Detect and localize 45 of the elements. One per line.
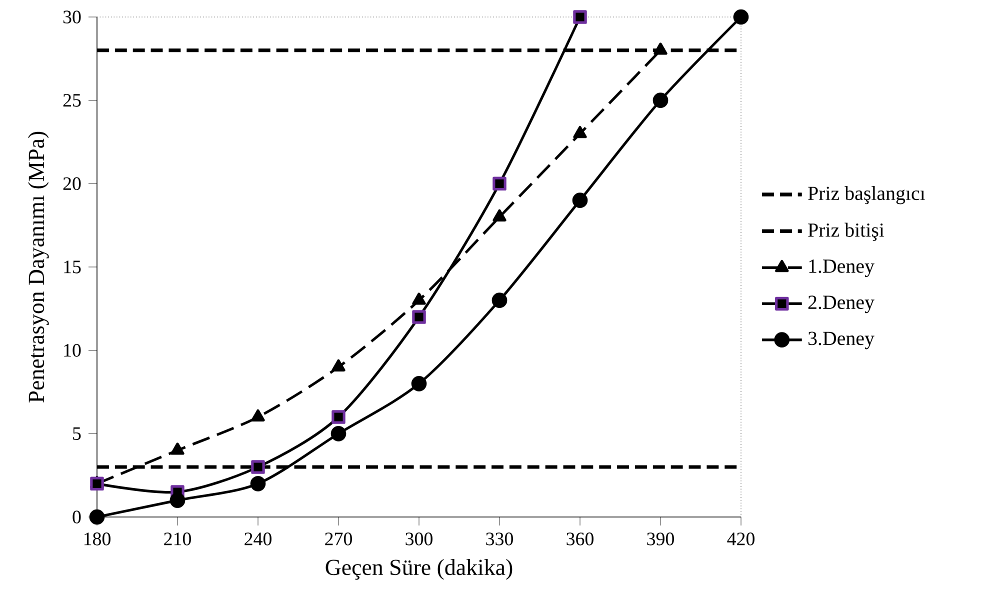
- y-tick-label: 10: [64, 344, 81, 357]
- y-tick-label: 5: [73, 427, 81, 440]
- y-axis-title: Penetrasyon Dayanımı (MPa): [28, 132, 49, 403]
- legend-label: 2.Deney: [808, 296, 874, 314]
- legend-label: Priz başlangıcı: [808, 186, 926, 204]
- x-tick-label: 330: [486, 532, 513, 546]
- point: [332, 410, 346, 424]
- point: [250, 476, 266, 492]
- point: [572, 192, 588, 208]
- x-tick-label: 390: [647, 532, 674, 546]
- point: [573, 126, 587, 138]
- y-tick-label: 30: [63, 10, 81, 24]
- point: [412, 292, 426, 305]
- x-tick-label: 300: [406, 532, 432, 546]
- x-tick-label: 240: [244, 532, 272, 546]
- point: [492, 209, 506, 222]
- y-tick-label: 0: [72, 510, 81, 524]
- point: [573, 10, 587, 24]
- y-tick-label: 20: [63, 177, 81, 190]
- x-tick-label: 180: [84, 532, 110, 546]
- point: [411, 376, 427, 392]
- point: [330, 426, 346, 442]
- point: [170, 492, 186, 508]
- x-tick-label: 360: [566, 532, 594, 546]
- point: [89, 509, 105, 525]
- y-tick-label: 25: [63, 94, 81, 107]
- point: [654, 42, 668, 55]
- x-axis-title: Geçen Süre (dakika): [326, 558, 512, 580]
- legend-label: 1.Deney: [809, 260, 874, 278]
- y-tick-label: 15: [64, 260, 81, 274]
- point: [90, 476, 104, 491]
- point: [170, 442, 184, 455]
- point: [332, 359, 346, 372]
- legend-label: 3.Deney: [808, 332, 874, 350]
- point: [412, 310, 426, 324]
- x-tick-label: 270: [325, 532, 352, 546]
- point: [251, 409, 265, 422]
- point: [251, 460, 265, 474]
- x-tick-label: 210: [164, 532, 191, 546]
- x-tick-label: 420: [727, 532, 754, 546]
- point: [492, 176, 506, 191]
- point: [733, 9, 749, 25]
- point: [652, 92, 668, 108]
- legend-label: Priz bitişi: [808, 222, 884, 241]
- point: [492, 292, 508, 308]
